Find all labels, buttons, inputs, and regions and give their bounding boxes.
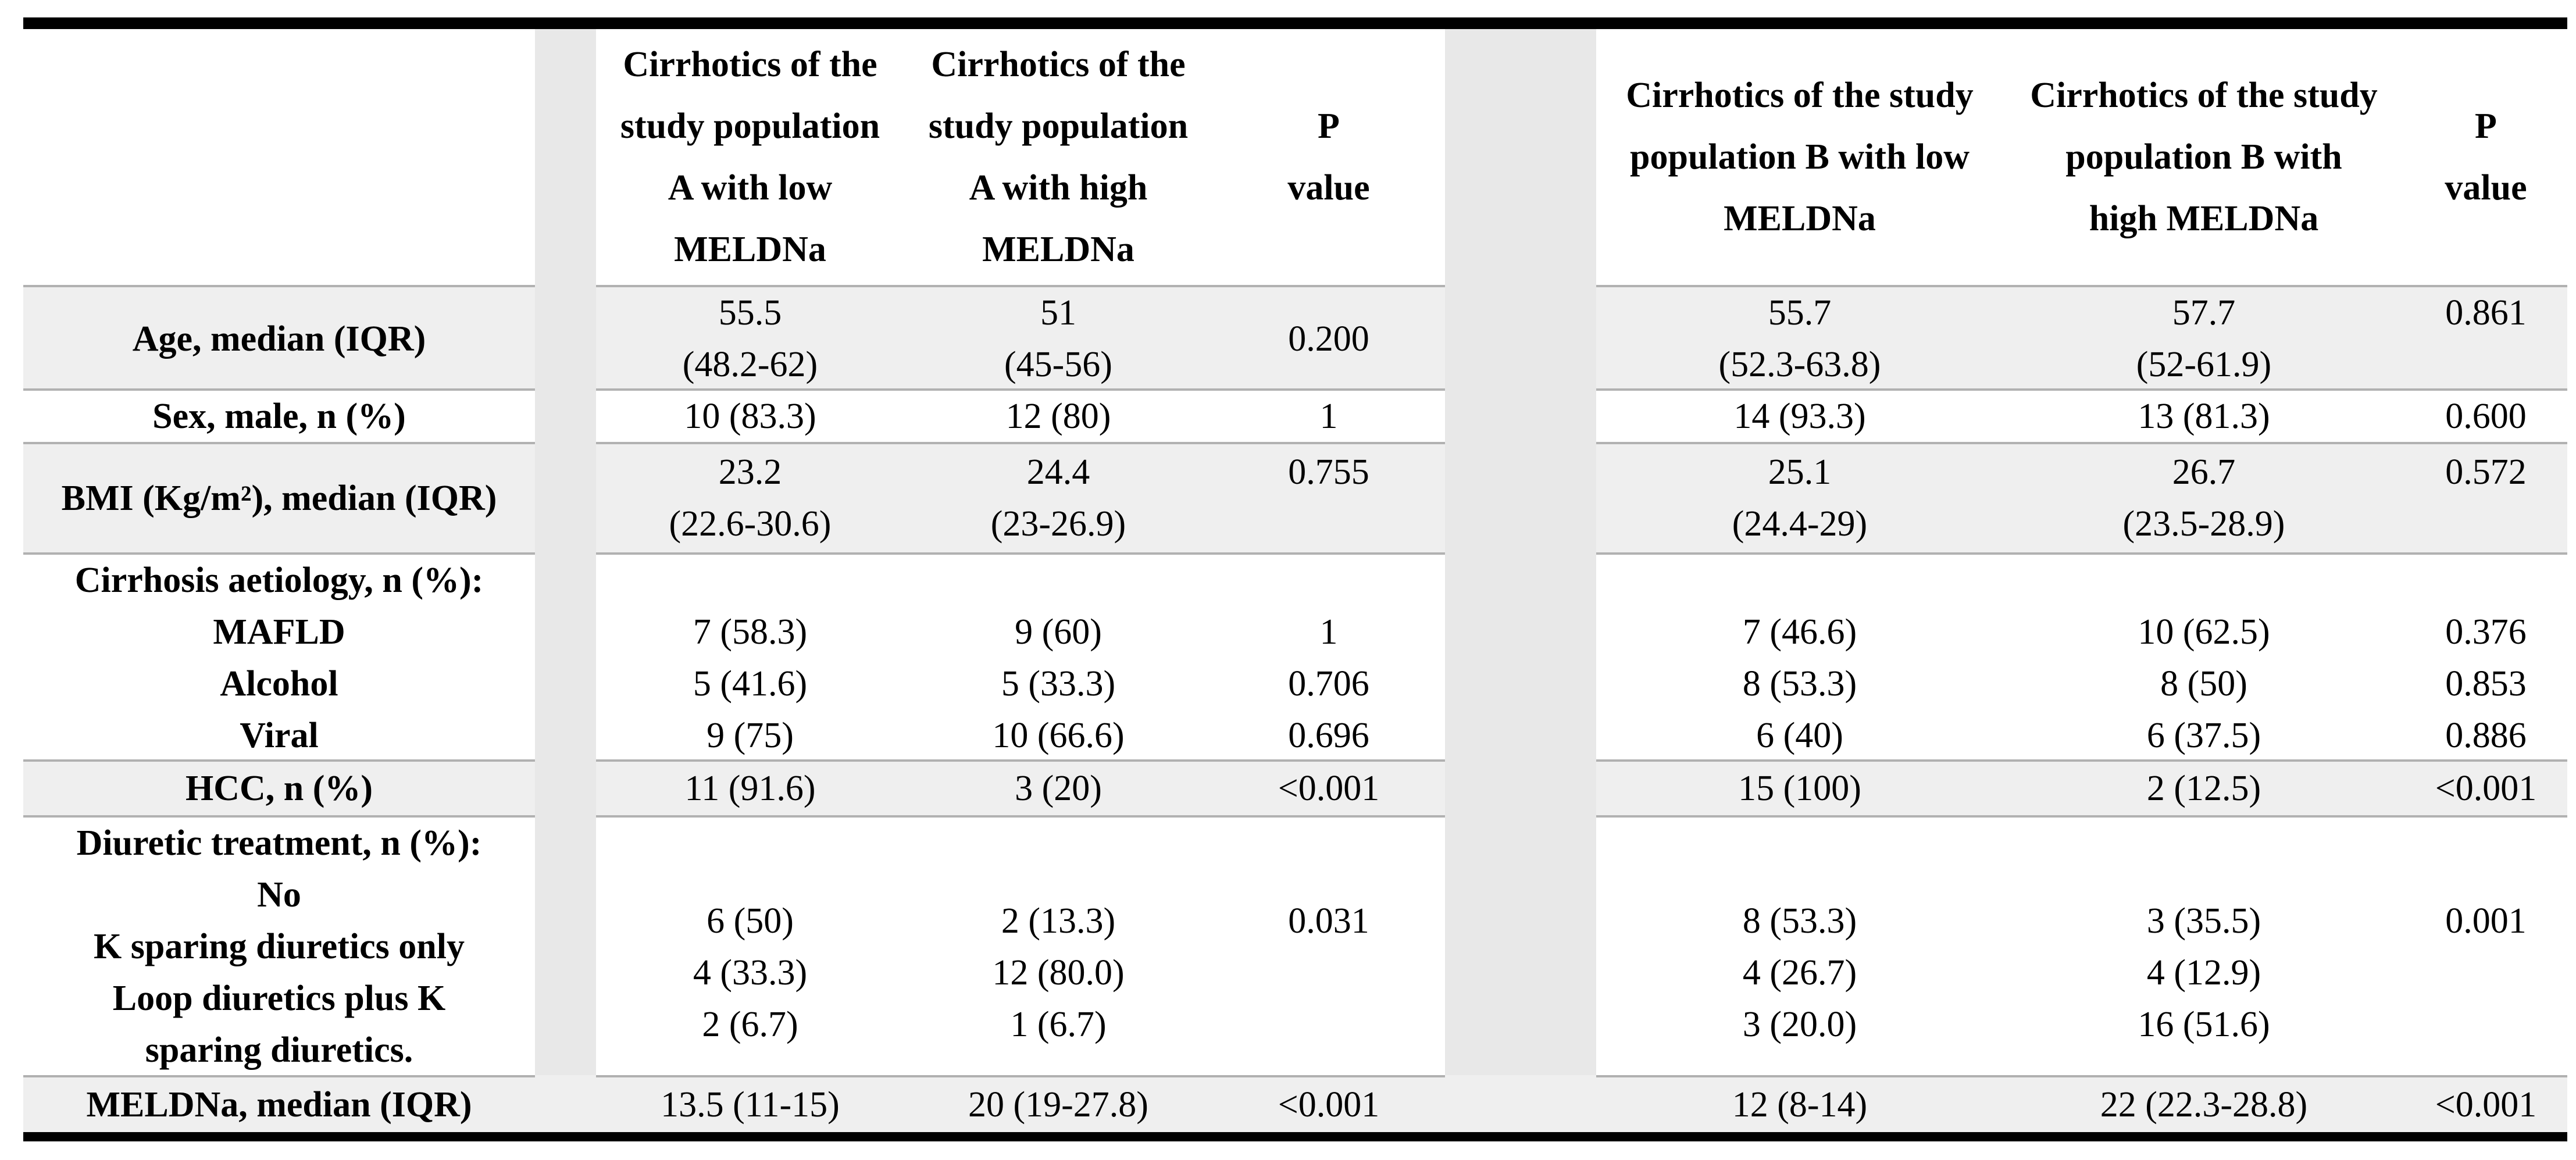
diuretic-a-p-values: 0.031 xyxy=(1212,815,1445,1076)
diuretic-label: Diuretic treatment, n (%): No K sparing … xyxy=(23,815,535,1076)
column-gutter xyxy=(535,388,596,442)
bmi-a-high-value: 24.4 (23-26.9) xyxy=(904,442,1212,552)
hcc-b-low-value: 15 (100) xyxy=(1596,759,2003,815)
sex-a-low-value: 10 (83.3) xyxy=(596,388,904,442)
header-pop-b-p-value: P value xyxy=(2445,106,2527,208)
table-row-cirrhosis-aetiology: Cirrhosis aetiology, n (%): MAFLD Alcoho… xyxy=(23,552,2567,762)
column-gutter xyxy=(535,552,596,762)
column-gutter xyxy=(535,29,596,285)
hcc-a-p-value: <0.001 xyxy=(1212,759,1445,815)
column-gutter xyxy=(1445,759,1596,815)
age-a-p-value: 0.200 xyxy=(1212,285,1445,391)
header-empty-cell xyxy=(23,29,535,285)
bmi-a-p-value: 0.755 xyxy=(1212,442,1445,552)
column-gutter xyxy=(1445,29,1596,285)
sex-b-low-value: 14 (93.3) xyxy=(1596,388,2003,442)
header-pop-a-high-meldna: Cirrhotics of the study population A wit… xyxy=(928,45,1189,269)
column-gutter xyxy=(535,285,596,391)
aetiology-b-high-values: 10 (62.5) 8 (50) 6 (37.5) xyxy=(2003,552,2404,762)
column-gutter xyxy=(1445,1075,1596,1132)
aetiology-a-p-values: 1 0.706 0.696 xyxy=(1212,552,1445,762)
meldna-b-low-value: 12 (8-14) xyxy=(1596,1075,2003,1132)
bmi-b-low-value: 25.1 (24.4-29) xyxy=(1596,442,2003,552)
table-row-meldna: MELDNa, median (IQR) 13.5 (11-15) 20 (19… xyxy=(23,1075,2567,1132)
bmi-b-p-value: 0.572 xyxy=(2404,442,2567,552)
table-row-sex: Sex, male, n (%) 10 (83.3) 12 (80) 1 14 … xyxy=(23,388,2567,442)
meldna-a-high-value: 20 (19-27.8) xyxy=(904,1075,1212,1132)
meldna-a-low-value: 13.5 (11-15) xyxy=(596,1075,904,1132)
header-pop-b-low-meldna: Cirrhotics of the study population B wit… xyxy=(1626,76,1974,238)
aetiology-a-high-values: 9 (60) 5 (33.3) 10 (66.6) xyxy=(904,552,1212,762)
diuretic-b-high-values: 3 (35.5) 4 (12.9) 16 (51.6) xyxy=(2003,815,2404,1076)
diuretic-b-p-values: 0.001 xyxy=(2404,815,2567,1076)
header-pop-a-p-value: P value xyxy=(1287,106,1370,208)
bmi-b-high-value: 26.7 (23.5-28.9) xyxy=(2003,442,2404,552)
bmi-label: BMI (Kg/m²), median (IQR) xyxy=(23,442,535,552)
column-gutter xyxy=(535,815,596,1076)
table-row-diuretic-treatment: Diuretic treatment, n (%): No K sparing … xyxy=(23,815,2567,1076)
sex-b-high-value: 13 (81.3) xyxy=(2003,388,2404,442)
sex-a-p-value: 1 xyxy=(1212,388,1445,442)
column-gutter xyxy=(1445,815,1596,1076)
sex-a-high-value: 12 (80) xyxy=(904,388,1212,442)
column-gutter xyxy=(1445,552,1596,762)
column-gutter xyxy=(535,759,596,815)
meldna-label: MELDNa, median (IQR) xyxy=(23,1075,535,1132)
age-b-high-value: 57.7 (52-61.9) xyxy=(2003,285,2404,391)
header-pop-b-high-meldna: Cirrhotics of the study population B wit… xyxy=(2030,76,2378,238)
hcc-a-high-value: 3 (20) xyxy=(904,759,1212,815)
hcc-b-p-value: <0.001 xyxy=(2404,759,2567,815)
baseline-characteristics-table: Cirrhotics of the study population A wit… xyxy=(23,17,2567,1141)
column-gutter xyxy=(535,1075,596,1132)
column-gutter xyxy=(1445,285,1596,391)
column-gutter xyxy=(1445,388,1596,442)
meldna-b-p-value: <0.001 xyxy=(2404,1075,2567,1132)
column-gutter xyxy=(535,442,596,552)
table-header-row: Cirrhotics of the study population A wit… xyxy=(23,29,2567,285)
age-a-low-value: 55.5 (48.2-62) xyxy=(596,285,904,391)
age-a-high-value: 51 (45-56) xyxy=(904,285,1212,391)
header-pop-a-low-meldna: Cirrhotics of the study population A wit… xyxy=(620,45,880,269)
aetiology-b-low-values: 7 (46.6) 8 (53.3) 6 (40) xyxy=(1596,552,2003,762)
diuretic-b-low-values: 8 (53.3) 4 (26.7) 3 (20.0) xyxy=(1596,815,2003,1076)
diuretic-a-low-values: 6 (50) 4 (33.3) 2 (6.7) xyxy=(596,815,904,1076)
diuretic-a-high-values: 2 (13.3) 12 (80.0) 1 (6.7) xyxy=(904,815,1212,1076)
column-gutter xyxy=(1445,442,1596,552)
table-row-bmi: BMI (Kg/m²), median (IQR) 23.2 (22.6-30.… xyxy=(23,442,2567,552)
table-row-age: Age, median (IQR) 55.5 (48.2-62) 51 (45-… xyxy=(23,285,2567,391)
aetiology-a-low-values: 7 (58.3) 5 (41.6) 9 (75) xyxy=(596,552,904,762)
age-b-low-value: 55.7 (52.3-63.8) xyxy=(1596,285,2003,391)
age-b-p-value: 0.861 xyxy=(2404,285,2567,391)
sex-label: Sex, male, n (%) xyxy=(23,388,535,442)
aetiology-label: Cirrhosis aetiology, n (%): MAFLD Alcoho… xyxy=(23,552,535,762)
sex-b-p-value: 0.600 xyxy=(2404,388,2567,442)
age-label: Age, median (IQR) xyxy=(23,285,535,391)
hcc-b-high-value: 2 (12.5) xyxy=(2003,759,2404,815)
meldna-a-p-value: <0.001 xyxy=(1212,1075,1445,1132)
table-row-hcc: HCC, n (%) 11 (91.6) 3 (20) <0.001 15 (1… xyxy=(23,759,2567,815)
aetiology-b-p-values: 0.376 0.853 0.886 xyxy=(2404,552,2567,762)
hcc-a-low-value: 11 (91.6) xyxy=(596,759,904,815)
meldna-b-high-value: 22 (22.3-28.8) xyxy=(2003,1075,2404,1132)
hcc-label: HCC, n (%) xyxy=(23,759,535,815)
bmi-a-low-value: 23.2 (22.6-30.6) xyxy=(596,442,904,552)
